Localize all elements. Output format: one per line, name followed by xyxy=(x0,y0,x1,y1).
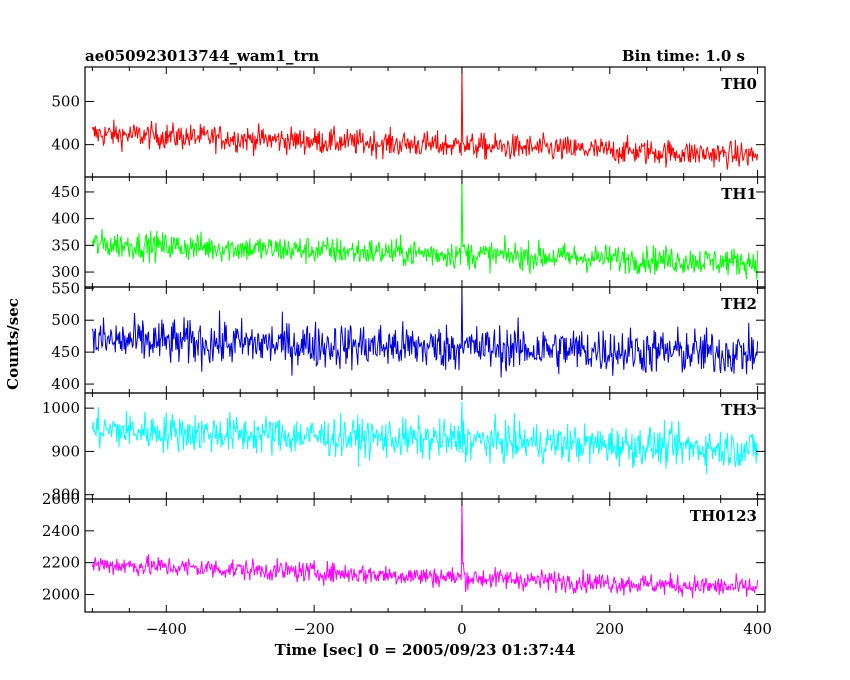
y-tick-label: 2200 xyxy=(42,554,80,572)
x-tick-label: −400 xyxy=(146,620,187,638)
panels-group: 400 500 TH0 300 350 400 450 TH1 400 450 500 550 TH2 8… xyxy=(42,66,766,613)
y-tick-label: 300 xyxy=(51,263,80,281)
series-line-th0 xyxy=(91,66,759,170)
panel-label-th2: TH2 xyxy=(721,295,757,313)
y-tick-label: 2600 xyxy=(42,490,80,508)
panel-frame xyxy=(84,66,766,178)
y-tick-label: 500 xyxy=(51,311,80,329)
series-line-th1 xyxy=(91,176,759,280)
y-tick-label: 500 xyxy=(51,93,80,111)
x-axis-label: Time [sec] 0 = 2005/09/23 01:37:44 xyxy=(275,641,576,659)
x-axis: −400 −200 0 200 400 xyxy=(146,620,772,638)
panel-frame xyxy=(84,176,766,288)
panel-th1: 300 350 400 450 TH1 xyxy=(51,176,766,288)
series-line-th0123 xyxy=(91,498,759,599)
y-tick-label: 400 xyxy=(51,136,80,154)
panel-label-th1: TH1 xyxy=(721,185,757,203)
x-tick-label: 0 xyxy=(457,620,467,638)
series-line-th2 xyxy=(91,286,759,378)
panel-label-th0: TH0 xyxy=(721,75,757,93)
panel-frame xyxy=(84,498,766,613)
y-tick-label: 550 xyxy=(51,279,80,297)
panel-th0: 400 500 TH0 xyxy=(51,66,766,178)
x-tick-label: 400 xyxy=(743,620,772,638)
panel-th0123: 2000 2200 2400 2600 TH0123 xyxy=(42,490,766,613)
chart-title: ae050923013744_wam1_trn xyxy=(85,47,319,65)
series-line-th3 xyxy=(91,401,759,474)
y-tick-label: 400 xyxy=(51,210,80,228)
y-tick-label: 350 xyxy=(51,236,80,254)
panel-th2: 400 450 500 550 TH2 xyxy=(51,279,766,394)
y-tick-label: 400 xyxy=(51,375,80,393)
x-tick-label: −200 xyxy=(294,620,335,638)
y-tick-label: 2000 xyxy=(42,585,80,603)
y-tick-label: 450 xyxy=(51,183,80,201)
y-tick-label: 450 xyxy=(51,343,80,361)
x-tick-label: 200 xyxy=(595,620,624,638)
y-tick-label: 800 xyxy=(51,486,80,504)
y-tick-label: 900 xyxy=(51,442,80,460)
panel-th3: 800 900 1000 TH3 xyxy=(42,392,766,504)
y-tick-label: 2400 xyxy=(42,522,80,540)
panel-label-th0123: TH0123 xyxy=(690,507,757,525)
bin-time-label: Bin time: 1.0 s xyxy=(622,47,745,65)
y-axis-label: Counts/sec xyxy=(4,298,22,390)
y-tick-label: 1000 xyxy=(42,399,80,417)
panel-label-th3: TH3 xyxy=(721,401,757,419)
